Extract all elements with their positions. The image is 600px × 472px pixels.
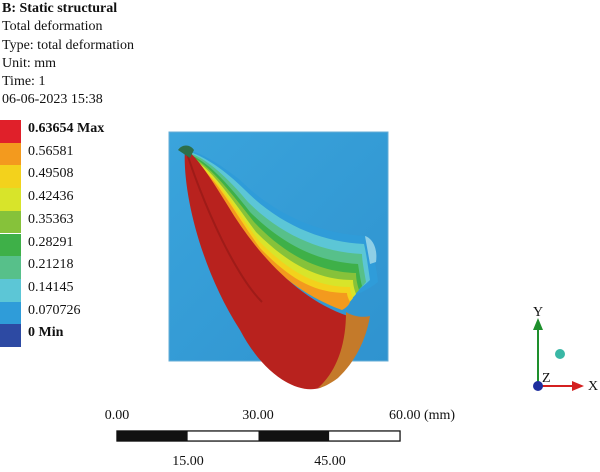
result-header: B: Static structural Total deformation T…: [2, 0, 134, 110]
legend-label: 0 Min: [28, 325, 64, 341]
y-axis-label: Y: [533, 305, 543, 320]
scale-bar: [116, 430, 401, 442]
legend-swatch: [0, 278, 21, 302]
x-axis-label: X: [588, 379, 598, 394]
legend-swatch: [0, 210, 21, 234]
plate-edge: [168, 131, 389, 362]
legend-label: 0.56581: [28, 143, 74, 159]
legend-band: 0.28291: [0, 233, 160, 257]
z-axis-origin-icon: [533, 381, 543, 391]
band-028291: [193, 156, 362, 302]
scale-segment-3: [258, 431, 330, 441]
legend-label: 0.21218: [28, 257, 74, 273]
scale-bar-border: [116, 430, 401, 442]
scale-segment-2: [187, 431, 259, 441]
legend-swatch: [0, 188, 21, 211]
z-axis-label: Z: [542, 371, 551, 386]
band-035363: [194, 158, 359, 304]
legend-swatch: [0, 256, 21, 279]
legend-band: 0.63654 Max: [0, 120, 160, 143]
blade-edge-line: [185, 149, 263, 303]
coordinate-triad[interactable]: Y X Z: [533, 305, 598, 394]
legend-swatch: [0, 324, 21, 347]
result-name: Total deformation: [2, 19, 103, 35]
view-sphere-icon[interactable]: [555, 349, 565, 359]
scale-segment-4: [329, 431, 400, 441]
legend-swatch: [0, 233, 21, 257]
legend-label: 0.28291: [28, 234, 74, 250]
deformed-blade: [178, 145, 378, 390]
scale-label-45: 45.00: [314, 454, 346, 469]
legend-swatch: [0, 301, 21, 325]
scale-label-30: 30.00: [242, 408, 274, 423]
legend-label: 0.14145: [28, 279, 74, 295]
y-axis-arrow-icon: [533, 318, 543, 330]
blade-tip-right: [365, 236, 377, 264]
scale-segment-1: [117, 431, 188, 441]
legend-label: 0.63654 Max: [28, 121, 105, 136]
result-unit: Unit: mm: [2, 55, 57, 71]
analysis-title: B: Static structural: [2, 1, 118, 16]
result-datetime: 06-06-2023 15:38: [2, 92, 103, 108]
legend-band: 0.14145: [0, 278, 160, 302]
legend-band: 0.35363: [0, 210, 160, 234]
legend-band: 0.21218: [0, 256, 160, 279]
scale-ruler: 0.00 30.00 60.00 (mm) 15.00 45.00: [0, 400, 600, 472]
result-time: Time: 1: [2, 74, 46, 90]
legend-swatch: [0, 142, 21, 166]
legend-band: 0 Min: [0, 324, 160, 347]
legend-swatch: [0, 165, 21, 189]
legend-band: 0.49508: [0, 165, 160, 189]
legend-swatch: [0, 120, 21, 143]
scale-label-15: 15.00: [172, 454, 204, 469]
legend-band: 0.070726: [0, 301, 160, 325]
band-056581: [197, 164, 350, 310]
x-axis-arrow-icon: [572, 381, 584, 391]
blade-max-region: [184, 148, 358, 390]
scale-label-60: 60.00 (mm): [388, 408, 456, 423]
scale-label-0: 0.00: [104, 408, 130, 423]
legend-band: 0.42436: [0, 188, 160, 211]
legend-band: 0.56581: [0, 142, 160, 166]
legend-label: 0.35363: [28, 211, 74, 227]
blade-tip-top: [178, 145, 194, 158]
legend-label: 0.42436: [28, 189, 74, 205]
legend-label: 0.070726: [28, 302, 81, 318]
blade-tip-face: [318, 312, 370, 388]
legend-label: 0.49508: [28, 166, 74, 182]
result-type: Type: total deformation: [2, 37, 134, 53]
